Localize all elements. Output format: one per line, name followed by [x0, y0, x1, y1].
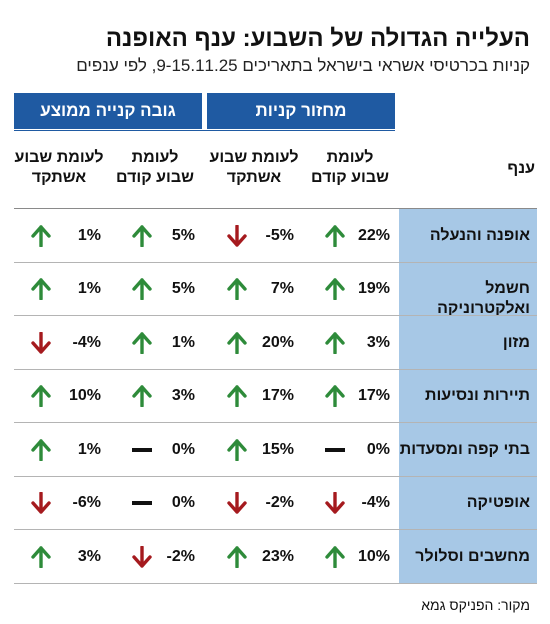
- branch-label: מזון: [502, 333, 530, 351]
- data-value: -2%: [166, 547, 195, 565]
- header-line: אשתקד: [226, 169, 282, 186]
- data-value: 0%: [171, 440, 195, 458]
- row-divider: [14, 368, 537, 370]
- data-value: 1%: [77, 226, 101, 244]
- data-value: -5%: [265, 226, 294, 244]
- row-divider: [14, 529, 537, 530]
- data-value: 5%: [171, 226, 195, 244]
- header-line: לעומת: [326, 149, 374, 166]
- branch-label: חשמל ואלקטרוניקה: [437, 280, 530, 318]
- arrow-up-icon: [226, 332, 248, 355]
- column-header-sales-last-year: לעומת שבוע אשתקד: [209, 148, 299, 188]
- data-value: 15%: [261, 440, 294, 458]
- row-divider: [14, 315, 537, 316]
- header-line: שבוע קודם: [116, 169, 194, 186]
- column-header-avg-prev-week: לעומת שבוע קודם: [110, 148, 200, 188]
- data-value: 3%: [366, 333, 390, 351]
- data-value: 10%: [357, 547, 390, 565]
- arrow-up-icon: [324, 225, 346, 248]
- row-divider: [14, 582, 537, 584]
- row-divider: [14, 475, 537, 477]
- dash-icon: [131, 492, 153, 514]
- arrow-down-icon: [226, 224, 248, 247]
- chart-subtitle: קניות בכרטיסי אשראי בישראל בתאריכים 9-15…: [76, 56, 530, 75]
- header-line: לעומת שבוע: [14, 149, 104, 166]
- data-value: 1%: [77, 280, 101, 298]
- arrow-up-icon: [30, 278, 52, 301]
- arrow-up-icon: [226, 385, 248, 408]
- data-value: 10%: [68, 387, 101, 405]
- row-divider: [14, 208, 537, 209]
- data-value: -6%: [72, 494, 101, 512]
- data-value: 0%: [171, 494, 195, 512]
- arrow-up-icon: [226, 278, 248, 301]
- data-value: 17%: [357, 387, 390, 405]
- group-header-sales: מחזור קניות: [207, 93, 395, 129]
- column-header-avg-last-year: לעומת שבוע אשתקד: [14, 148, 104, 188]
- data-value: 1%: [171, 333, 195, 351]
- header-line: שבוע קודם: [311, 169, 389, 186]
- column-header-branch: ענף: [507, 160, 535, 177]
- data-value: 3%: [77, 547, 101, 565]
- arrow-up-icon: [324, 385, 346, 408]
- arrow-up-icon: [131, 332, 153, 355]
- header-line: לעומת: [131, 149, 179, 166]
- chart-title: העלייה הגדולה של השבוע: ענף האופנה: [105, 25, 530, 52]
- data-value: 5%: [171, 280, 195, 298]
- arrow-up-icon: [226, 439, 248, 462]
- arrow-down-icon: [30, 331, 52, 354]
- data-value: -4%: [361, 494, 390, 512]
- dash-icon: [131, 439, 153, 461]
- arrow-up-icon: [131, 278, 153, 301]
- column-header-sales-prev-week: לעומת שבוע קודם: [305, 148, 395, 188]
- arrow-up-icon: [30, 225, 52, 248]
- arrow-up-icon: [131, 225, 153, 248]
- data-value: -2%: [265, 494, 294, 512]
- data-value: 0%: [366, 440, 390, 458]
- arrow-down-icon: [30, 491, 52, 514]
- source-note: מקור: הפניקס גמא: [421, 597, 530, 613]
- row-divider: [14, 261, 537, 263]
- arrow-down-icon: [226, 491, 248, 514]
- arrow-up-icon: [30, 439, 52, 462]
- dash-icon: [324, 439, 346, 461]
- data-value: 1%: [77, 440, 101, 458]
- data-value: 19%: [357, 280, 390, 298]
- header-divider: [14, 130, 395, 131]
- arrow-up-icon: [324, 546, 346, 569]
- arrow-up-icon: [226, 546, 248, 569]
- data-value: 23%: [261, 547, 294, 565]
- group-header-avg-purchase: גובה קנייה ממוצע: [14, 93, 202, 129]
- branch-label: תיירות ונסיעות: [424, 387, 530, 405]
- arrow-up-icon: [324, 332, 346, 355]
- data-value: -4%: [72, 333, 101, 351]
- branch-label: בתי קפה ומסעדות: [399, 440, 530, 458]
- arrow-up-icon: [131, 385, 153, 408]
- arrow-down-icon: [324, 491, 346, 514]
- branch-label-column: [399, 208, 537, 584]
- arrow-up-icon: [324, 278, 346, 301]
- header-line: אשתקד: [31, 169, 87, 186]
- arrow-up-icon: [30, 385, 52, 408]
- arrow-down-icon: [131, 545, 153, 568]
- branch-label: אופטיקה: [466, 494, 530, 512]
- branch-label: אופנה והנעלה: [429, 226, 530, 244]
- data-value: 20%: [261, 333, 294, 351]
- data-value: 22%: [357, 226, 390, 244]
- data-value: 17%: [261, 387, 294, 405]
- arrow-up-icon: [30, 546, 52, 569]
- header-line: לעומת שבוע: [209, 149, 299, 166]
- branch-label: מחשבים וסלולר: [415, 547, 530, 565]
- data-value: 3%: [171, 387, 195, 405]
- data-value: 7%: [270, 280, 294, 298]
- row-divider: [14, 422, 537, 423]
